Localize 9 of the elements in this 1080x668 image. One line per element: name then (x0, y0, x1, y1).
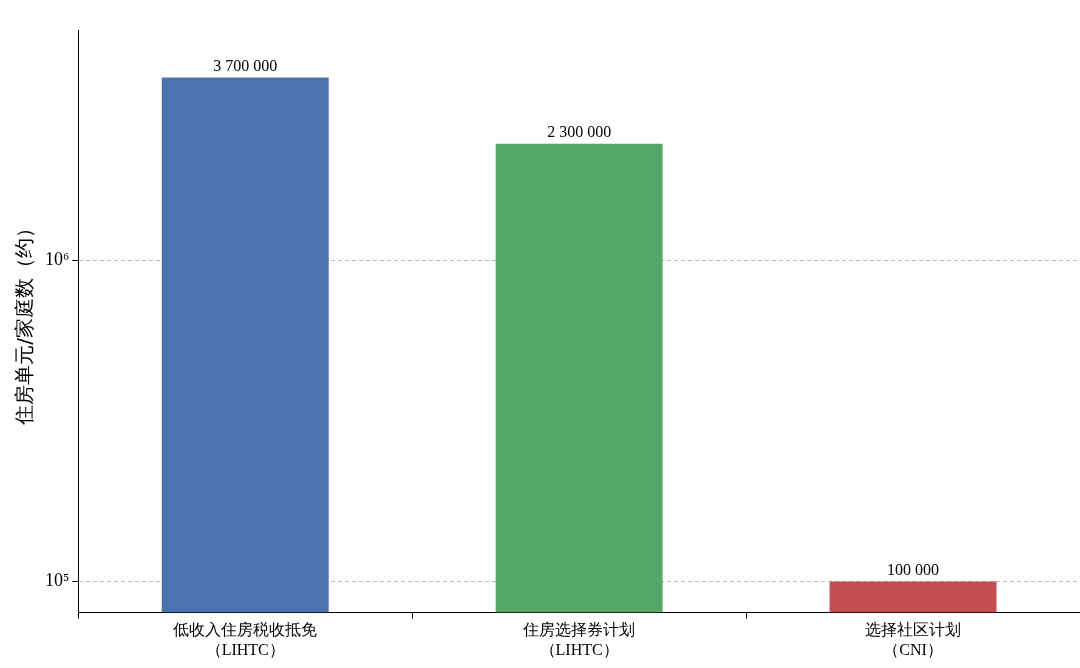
data-label: 100 000 (887, 560, 940, 578)
y-tick-label: 10⁵ (44, 570, 70, 591)
y-axis-title: 住房单元/家庭数（约） (12, 217, 37, 426)
x-tick-label: 选择社区计划（CNI） (865, 621, 962, 658)
x-tick-label: 低收入住房税收抵免（LIHTC） (173, 621, 318, 658)
data-label: 2 300 000 (547, 123, 612, 141)
y-tick-label: 10⁶ (44, 248, 70, 269)
x-tick-label: 住房选择券计划（LIHTC） (522, 621, 636, 658)
data-label: 3 700 000 (213, 56, 278, 74)
